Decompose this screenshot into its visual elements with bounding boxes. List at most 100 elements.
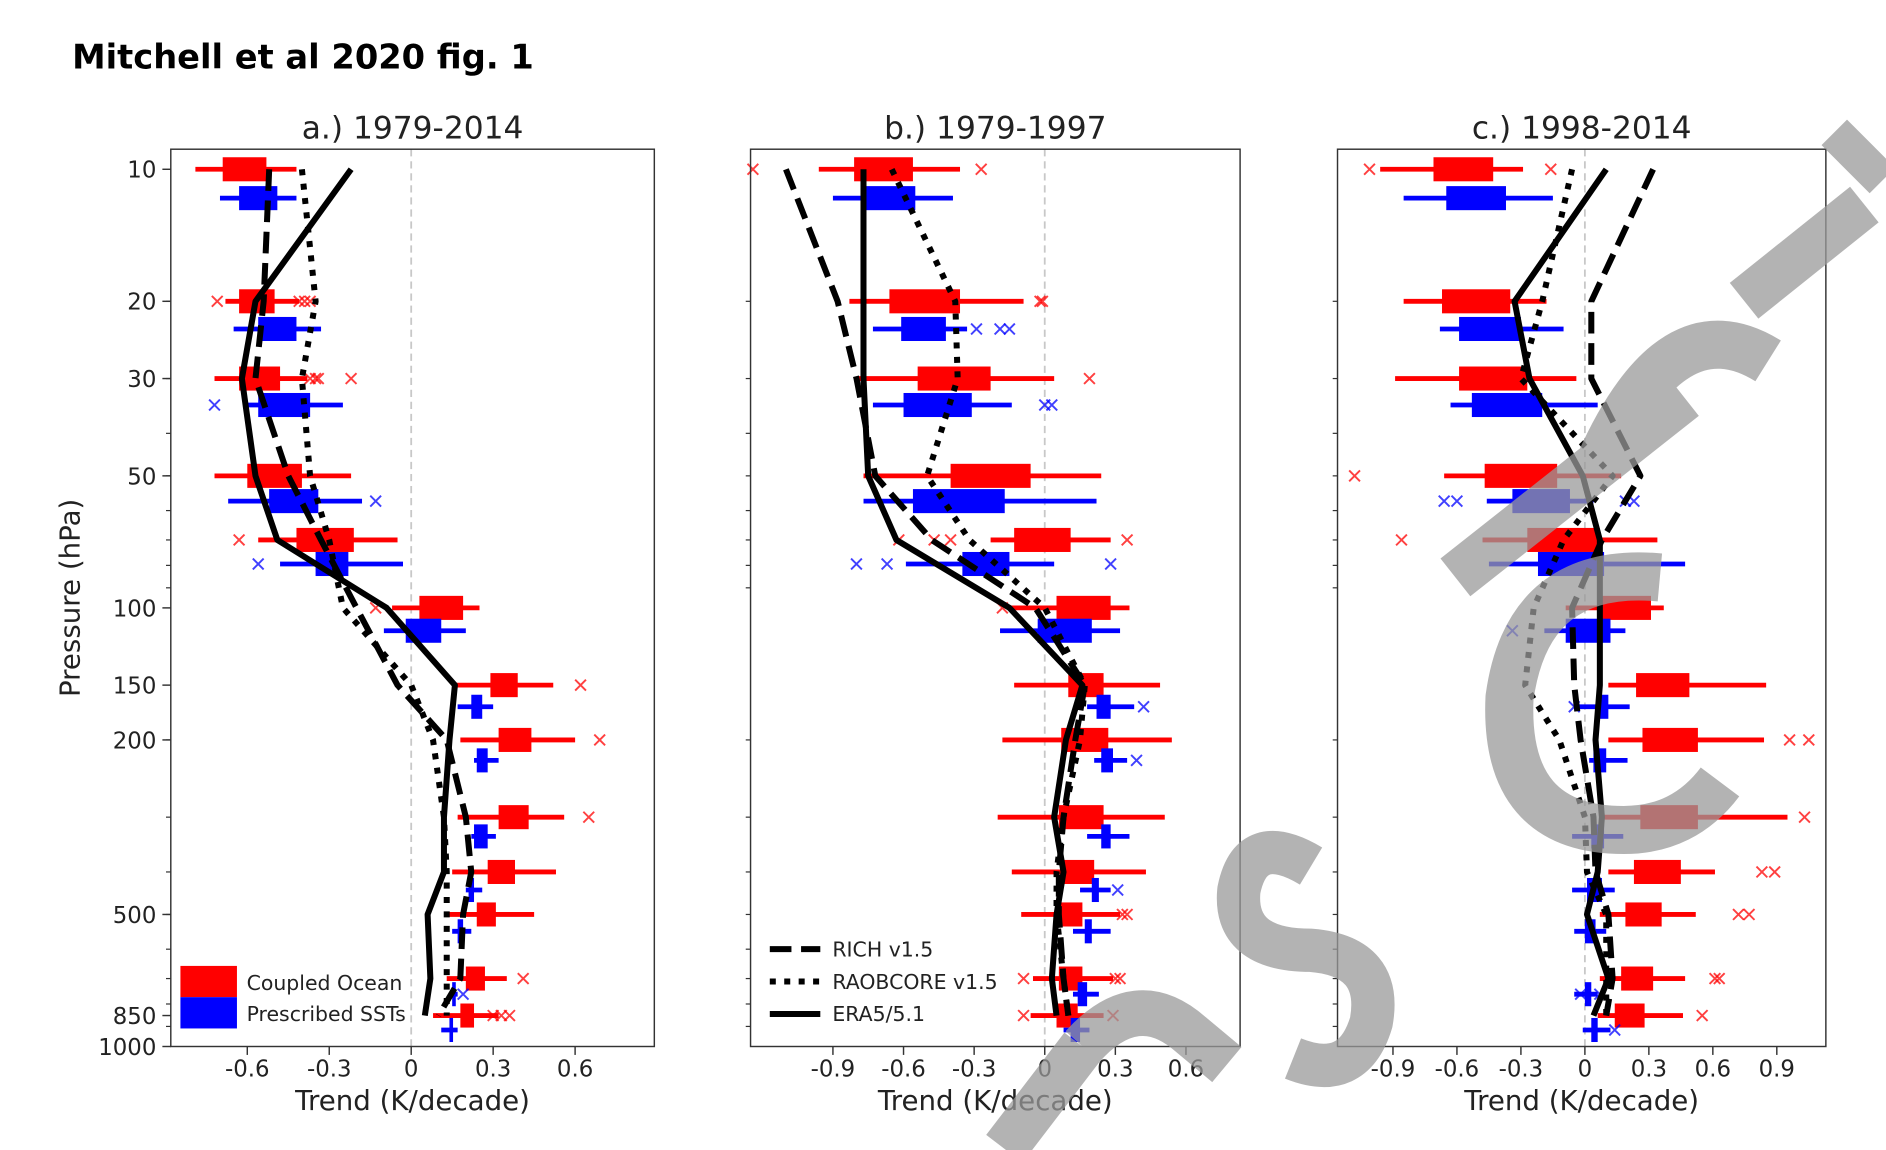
x-tick-label: -0.6 — [225, 1057, 270, 1083]
coupled-box-level-30 — [1395, 366, 1577, 391]
line-raobcore-v1-5 — [298, 168, 450, 1016]
coupled-box-level-700 — [1599, 966, 1726, 991]
coupled-outlier — [1768, 865, 1781, 879]
coupled-box — [1621, 966, 1654, 991]
coupled-outlier — [1348, 469, 1361, 482]
prescribed-box — [449, 1017, 454, 1043]
prescribed-outlier — [1045, 398, 1058, 412]
coupled-box — [498, 727, 532, 752]
plot-frame — [170, 148, 656, 1048]
prescribed-outlier — [1574, 988, 1587, 1001]
coupled-box-level-700 — [446, 966, 530, 991]
x-tick-label: 0.3 — [1097, 1057, 1133, 1083]
coupled-outlier — [746, 163, 759, 176]
coupled-box-level-70 — [892, 527, 1134, 552]
prescribed-box — [1101, 824, 1111, 849]
watermark-letter-s — [1216, 830, 1395, 1088]
prescribed-box — [901, 316, 946, 342]
coupled-box — [889, 289, 961, 314]
x-axis-label: Trend (K/decade) — [1463, 1084, 1699, 1117]
prescribed-box-level-30 — [1450, 392, 1598, 418]
prescribed-box-level-200 — [474, 748, 499, 773]
y-tick-label: 850 — [113, 1004, 157, 1030]
coupled-box-level-200 — [1608, 727, 1815, 752]
x-tick-label: 0 — [404, 1057, 419, 1083]
coupled-box-level-150 — [1014, 673, 1161, 698]
coupled-outlier — [298, 295, 311, 308]
prescribed-box — [1077, 982, 1088, 1007]
prescribed-outlier — [369, 495, 382, 508]
coupled-outlier — [1755, 865, 1768, 879]
coupled-outlier — [1802, 733, 1815, 747]
coupled-box-level-10 — [746, 157, 988, 182]
prescribed-box — [476, 748, 488, 773]
coupled-outlier — [1544, 163, 1557, 176]
coupled-outlier — [1116, 908, 1129, 921]
panel-title: a.) 1979-2014 — [302, 110, 524, 146]
prescribed-box — [1101, 748, 1114, 773]
x-tick-label: -0.9 — [811, 1057, 856, 1083]
coupled-box — [465, 966, 485, 991]
coupled-box — [1061, 859, 1095, 884]
y-tick-label: 500 — [113, 903, 157, 929]
coupled-box-level-10 — [1363, 157, 1557, 182]
coupled-box — [490, 673, 518, 698]
prescribed-box-level-30 — [872, 392, 1058, 418]
line-era5-5-1 — [1511, 167, 1612, 1017]
coupled-box-level-200 — [1002, 727, 1172, 752]
coupled-box — [476, 902, 496, 927]
coupled-box-level-100 — [996, 595, 1130, 620]
watermark-letter-r — [1440, 320, 1781, 597]
legend-label: RAOBCORE v1.5 — [832, 970, 997, 994]
prescribed-box-level-30 — [208, 392, 343, 418]
prescribed-box — [903, 392, 972, 418]
y-tick-label: 100 — [113, 596, 157, 622]
prescribed-box-level-400 — [465, 877, 483, 903]
x-tick-label: 0.6 — [557, 1057, 593, 1083]
prescribed-box — [474, 824, 488, 849]
coupled-box — [1642, 727, 1698, 752]
coupled-box-level-300 — [457, 805, 595, 830]
prescribed-box-level-300 — [1087, 824, 1130, 849]
y-tick-label: 10 — [127, 158, 156, 184]
prescribed-box — [1591, 1017, 1598, 1043]
watermark — [986, 119, 1886, 1150]
prescribed-box — [471, 694, 483, 719]
prescribed-box — [1471, 392, 1543, 418]
prescribed-box — [1096, 694, 1111, 719]
x-tick-label: -0.3 — [952, 1057, 997, 1083]
prescribed-box-level-50 — [863, 489, 1097, 514]
coupled-box-level-10 — [195, 157, 297, 182]
prescribed-box — [1597, 694, 1609, 719]
prescribed-box-level-150 — [457, 694, 494, 719]
prescribed-box — [1459, 316, 1521, 342]
coupled-box — [1433, 157, 1494, 182]
coupled-outlier — [1363, 163, 1376, 176]
prescribed-box — [1091, 877, 1099, 903]
plot-frame — [749, 148, 1241, 1048]
panel-title: c.) 1998-2014 — [1472, 110, 1692, 146]
coupled-outlier — [1033, 295, 1047, 308]
coupled-outlier — [503, 1009, 516, 1022]
coupled-outlier — [517, 972, 530, 985]
legend-panel-a: Coupled Ocean Prescribed SSTs — [180, 965, 406, 1029]
x-tick-label: 0 — [1578, 1057, 1593, 1083]
y-tick-label: 200 — [113, 728, 157, 754]
prescribed-box-level-20 — [1439, 316, 1564, 342]
prescribed-box-level-700 — [1072, 982, 1099, 1007]
coupled-outlier — [293, 295, 306, 308]
panel-a: a.) 1979-2014 10 20 30 50 100 150 200 500 850 1000… — [53, 110, 656, 1117]
prescribed-box — [912, 489, 1005, 514]
x-axis-label: Trend (K/decade) — [294, 1084, 530, 1117]
coupled-outlier — [233, 533, 246, 547]
prescribed-box — [239, 186, 278, 211]
coupled-box — [1014, 527, 1071, 552]
coupled-outlier — [1121, 908, 1134, 921]
prescribed-box — [1584, 982, 1592, 1007]
prescribed-box-level-200 — [1094, 748, 1143, 773]
coupled-box — [419, 595, 464, 620]
coupled-outlier — [1017, 972, 1030, 985]
prescribed-box-level-300 — [471, 824, 496, 849]
